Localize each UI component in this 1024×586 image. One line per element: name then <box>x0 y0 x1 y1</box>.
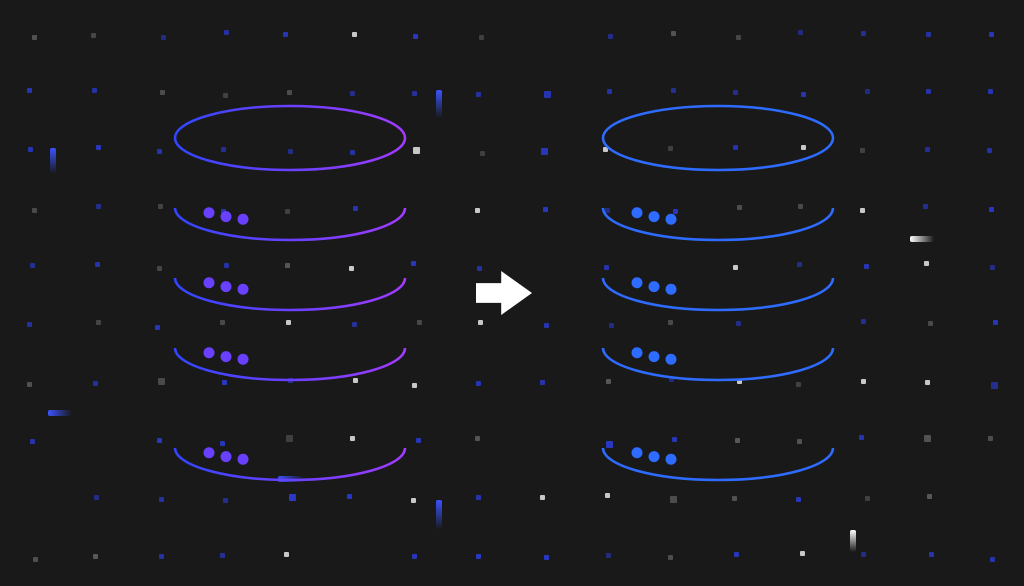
db-indicator-dot <box>649 351 660 362</box>
db-indicator-dot <box>221 281 232 292</box>
db-indicator-dot <box>632 207 643 218</box>
db-indicator-dot <box>204 207 215 218</box>
diagram-svg <box>0 0 1024 586</box>
db-indicator-dot <box>204 277 215 288</box>
db-indicator-dot <box>649 451 660 462</box>
db-indicator-dot <box>649 281 660 292</box>
db-indicator-dot <box>221 451 232 462</box>
db-indicator-dot <box>649 211 660 222</box>
db-indicator-dot <box>238 454 249 465</box>
db-indicator-dot <box>238 354 249 365</box>
database-target-icon <box>603 106 833 480</box>
db-indicator-dot <box>238 214 249 225</box>
db-indicator-dot <box>221 351 232 362</box>
db-indicator-dot <box>632 277 643 288</box>
db-indicator-dot <box>221 211 232 222</box>
database-source-icon <box>175 106 405 480</box>
db-indicator-dot <box>666 454 677 465</box>
db-indicator-dot <box>204 347 215 358</box>
diagram-canvas <box>0 0 1024 586</box>
db-indicator-dot <box>632 447 643 458</box>
db-indicator-dot <box>238 284 249 295</box>
migration-arrow-icon <box>476 271 532 315</box>
db-indicator-dot <box>632 347 643 358</box>
db-indicator-dot <box>666 214 677 225</box>
db-indicator-dot <box>666 354 677 365</box>
db-indicator-dot <box>204 447 215 458</box>
db-indicator-dot <box>666 284 677 295</box>
